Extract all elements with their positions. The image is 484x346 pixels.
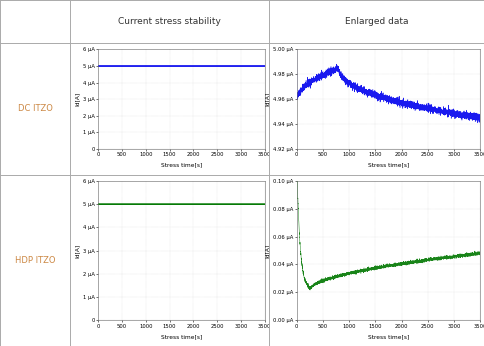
- Text: Enlarged data: Enlarged data: [345, 17, 408, 26]
- Text: HDP ITZO: HDP ITZO: [15, 256, 55, 265]
- X-axis label: Stress time[s]: Stress time[s]: [161, 163, 202, 168]
- X-axis label: Stress time[s]: Stress time[s]: [161, 334, 202, 339]
- Y-axis label: Id[A]: Id[A]: [75, 92, 80, 106]
- Text: Current stress stability: Current stress stability: [118, 17, 221, 26]
- Text: DC ITZO: DC ITZO: [17, 104, 53, 113]
- Y-axis label: Id[A]: Id[A]: [265, 92, 270, 106]
- Y-axis label: Id[A]: Id[A]: [265, 243, 270, 258]
- X-axis label: Stress time[s]: Stress time[s]: [368, 163, 409, 168]
- X-axis label: Stress time[s]: Stress time[s]: [368, 334, 409, 339]
- Y-axis label: Id[A]: Id[A]: [75, 243, 80, 258]
